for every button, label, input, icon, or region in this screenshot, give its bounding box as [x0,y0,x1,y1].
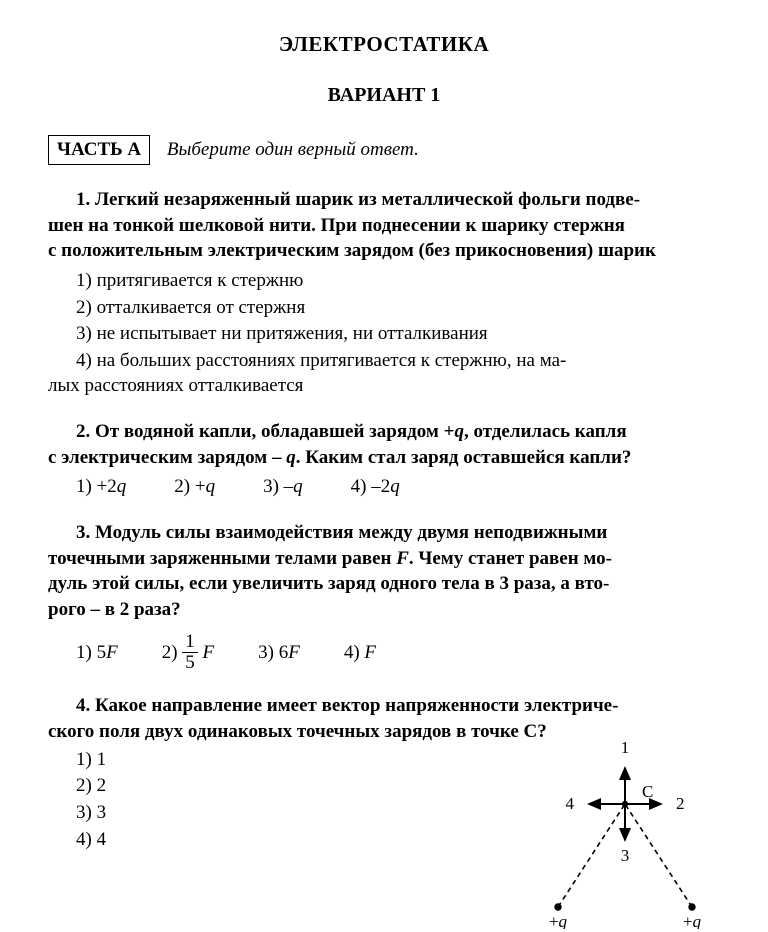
page-title: ЭЛЕКТРОСТАТИКА [48,30,720,58]
q3-o2-frac: 15 [182,632,198,673]
q2-option-3: 3) –q [263,474,303,500]
question-4: 4. Какое направление имеет вектор напряж… [48,693,720,852]
part-row: ЧАСТЬ А Выберите один верный ответ. [48,135,720,165]
q2-option-1: 1) +2q [76,474,126,500]
q2-t1a: 2. От водяной капли, обладавшей зарядом … [76,421,454,442]
q3-option-1: 1) 5F [76,640,118,666]
q2-o3a: 3) – [263,476,293,497]
q1-line3: с положительным электрическим зарядом (б… [48,238,720,264]
q1-line1: 1. Легкий незаряженный шарик из металлич… [48,187,720,213]
q2-line2: с электрическим зарядом – q. Каким стал … [48,445,720,471]
q2-line1: 2. От водяной капли, обладавшей зарядом … [48,419,720,445]
q3-o2-f: F [198,641,214,662]
q2-t1c: , отделилась капля [464,421,627,442]
q2-options: 1) +2q 2) +q 3) –q 4) –2q [48,474,720,500]
q3-o4-f: F [364,642,376,663]
svg-text:+q: +q [683,912,702,929]
q2-o4b: q [390,476,400,497]
q3-o2-pre: 2) [162,641,183,662]
svg-text:2: 2 [676,794,685,813]
q3-options: 1) 5F 2) 15 F 3) 6F 4) F [48,633,720,674]
question-2: 2. От водяной капли, обладавшей зарядом … [48,419,720,500]
q2-o2a: 2) + [174,476,205,497]
q2-o3b: q [293,476,303,497]
q2-t2a: с электрическим зарядом – [48,447,286,468]
q2-t2b: q [286,447,296,468]
q3-line1: 3. Модуль силы взаимодействия между двум… [48,520,720,546]
q2-t2c: . Каким стал заряд оставшейся капли? [296,447,632,468]
q3-line4: рого – в 2 раза? [48,597,720,623]
q1-option-1: 1) притягивается к стержню [48,268,720,294]
q1-option-4a: 4) на больших расстояниях притягивается … [48,348,720,374]
q2-option-2: 2) +q [174,474,215,500]
q3-o4-pre: 4) [344,642,365,663]
q3-o2-num: 1 [182,632,198,653]
q1-option-3: 3) не испытывает ни притяжения, ни оттал… [48,321,720,347]
q4-diagram: 1 2 3 4 C +q +q [520,739,730,929]
svg-text:1: 1 [621,739,630,757]
q1-option-2: 2) отталкивается от стержня [48,295,720,321]
q2-o4a: 4) –2 [351,476,391,497]
variant-title: ВАРИАНТ 1 [48,82,720,109]
q3-option-3: 3) 6F [258,640,300,666]
q2-o2b: q [206,476,216,497]
q2-t1b: q [454,421,464,442]
q3-option-2: 2) 15 F [162,633,214,674]
q3-line2: точечными заряженными телами равен F. Че… [48,546,720,572]
question-3: 3. Модуль силы взаимодействия между двум… [48,520,720,673]
instruction: Выберите один верный ответ. [167,139,419,160]
svg-text:4: 4 [566,794,575,813]
q2-o1b: q [117,476,127,497]
q3-t2c: . Чему станет равен мо- [409,548,612,569]
q4-line1: 4. Какое направление имеет вектор напряж… [48,693,720,719]
q1-option-4b: лых расстояниях отталкивается [48,373,720,399]
question-1: 1. Легкий незаряженный шарик из металлич… [48,187,720,399]
q1-line2: шен на тонкой шелковой нити. При поднесе… [48,213,720,239]
q3-o2-den: 5 [182,653,198,673]
part-label: ЧАСТЬ А [48,135,150,165]
svg-text:3: 3 [621,846,630,865]
q3-line3: дуль этой силы, если увеличить заряд одн… [48,571,720,597]
q3-o1-pre: 1) 5 [76,642,106,663]
q2-o1a: 1) +2 [76,476,117,497]
q3-t2b: F [396,548,409,569]
q3-option-4: 4) F [344,640,376,666]
q3-o3-f: F [288,642,300,663]
q3-o1-f: F [106,642,118,663]
q3-t2a: точечными заряженными телами равен [48,548,396,569]
svg-text:+q: +q [549,912,568,929]
q3-o3-pre: 3) 6 [258,642,288,663]
q2-option-4: 4) –2q [351,474,400,500]
svg-text:C: C [642,782,653,801]
